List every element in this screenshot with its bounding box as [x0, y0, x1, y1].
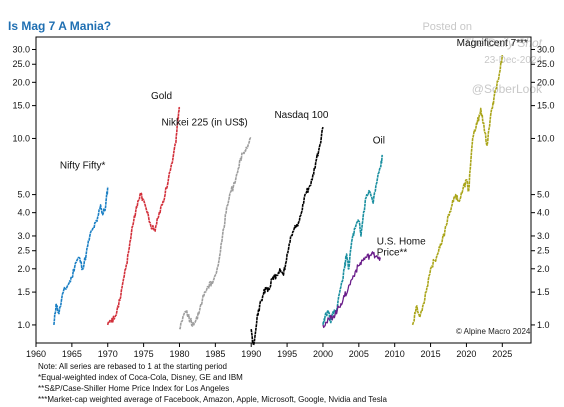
y-tick-label-right: 4.0	[537, 208, 550, 218]
note-line: **S&P/Case-Shiller Home Price Index for …	[38, 384, 230, 393]
series-label: Nikkei 225 (in US$)	[162, 118, 248, 129]
y-tick-label-left: 10.0	[12, 133, 30, 143]
y-tick-label-right: 3.0	[537, 231, 550, 241]
x-tick-label: 1990	[241, 349, 261, 359]
y-tick-label-right: 30.0	[537, 44, 555, 54]
watermark-date: 23-Dec-2024	[484, 55, 542, 66]
y-tick-label-left: 20.0	[12, 77, 30, 87]
y-tick-label-left: 4.0	[17, 208, 30, 218]
x-tick-label: 1975	[134, 349, 154, 359]
y-tick-label-left: 1.0	[17, 320, 30, 330]
series-label: Price**	[377, 247, 408, 258]
x-tick-label: 1985	[205, 349, 225, 359]
series-label: Nasdaq 100	[274, 110, 328, 121]
chart-title: Is Mag 7 A Mania?	[8, 19, 112, 33]
series-label: Magnificent 7***	[457, 38, 528, 49]
x-tick-label: 2005	[349, 349, 369, 359]
y-tick-label-right: 1.0	[537, 320, 550, 330]
x-tick-label: 2025	[492, 349, 512, 359]
y-tick-label-right: 25.0	[537, 59, 555, 69]
credit-text: © Alpine Macro 2024	[456, 327, 531, 336]
y-tick-label-left: 15.0	[12, 101, 30, 111]
y-tick-label-right: 1.5	[537, 287, 550, 297]
series-line	[411, 55, 504, 326]
series-label: Gold	[151, 91, 172, 102]
series-line	[178, 137, 252, 330]
series-line	[250, 126, 324, 346]
y-tick-label-right: 2.5	[537, 246, 550, 256]
note-line: Note: All series are rebased to 1 at the…	[38, 362, 227, 371]
y-tick-label-left: 2.0	[17, 264, 30, 274]
x-tick-label: 1965	[62, 349, 82, 359]
y-tick-label-left: 1.5	[17, 287, 30, 297]
y-tick-label-left: 2.5	[17, 246, 30, 256]
x-tick-label: 1960	[26, 349, 46, 359]
series-label: Oil	[373, 135, 385, 146]
x-tick-label: 2020	[456, 349, 476, 359]
series-line	[106, 106, 181, 326]
note-line: *Equal-weighted index of Coca-Cola, Disn…	[38, 373, 243, 382]
series-line	[322, 251, 381, 329]
watermark-source: The Daily Shot	[463, 36, 542, 50]
watermark-posted: Posted on	[422, 21, 472, 33]
y-tick-label-left: 30.0	[12, 44, 30, 54]
footnotes: Note: All series are rebased to 1 at the…	[38, 361, 387, 405]
series-label: Nifty Fifty*	[60, 161, 106, 172]
series-line	[322, 154, 384, 325]
y-tick-label-left: 3.0	[17, 231, 30, 241]
note-line: ***Market-cap weighted average of Facebo…	[38, 395, 387, 404]
y-tick-label-right: 20.0	[537, 77, 555, 87]
x-tick-label: 1980	[169, 349, 189, 359]
y-tick-label-right: 5.0	[537, 190, 550, 200]
x-tick-label: 2010	[385, 349, 405, 359]
plot-area-border	[35, 36, 532, 344]
x-tick-label: 2015	[421, 349, 441, 359]
watermark-handle: @SoberLook	[471, 82, 542, 96]
y-tick-label-right: 15.0	[537, 101, 555, 111]
y-tick-label-left: 25.0	[12, 59, 30, 69]
x-tick-label: 2000	[313, 349, 333, 359]
series-label: U.S. Home	[377, 236, 426, 247]
x-tick-label: 1995	[277, 349, 297, 359]
y-tick-label-right: 2.0	[537, 264, 550, 274]
series-line	[53, 186, 109, 325]
y-tick-label-left: 5.0	[17, 190, 30, 200]
y-tick-label-right: 10.0	[537, 133, 555, 143]
x-tick-label: 1970	[98, 349, 118, 359]
